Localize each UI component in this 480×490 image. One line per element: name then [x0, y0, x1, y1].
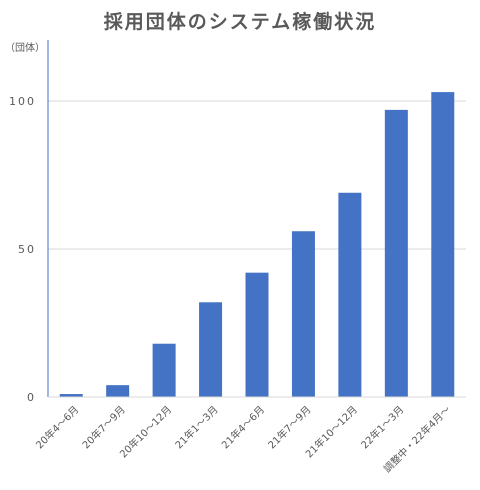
x-tick-label: 20年7〜9月: [79, 403, 127, 451]
y-tick-label: 0: [27, 391, 36, 404]
bars: [59, 92, 455, 398]
bar: [245, 272, 269, 397]
y-axis-label: （団体）: [5, 42, 45, 54]
y-tick-label: 50: [18, 243, 36, 256]
bar: [291, 231, 315, 397]
bar: [152, 343, 176, 397]
chart-title: 採用団体のシステム稼働状況: [104, 10, 376, 33]
x-tick-label: 20年4〜6月: [33, 403, 81, 451]
x-tick-label: 21年4〜6月: [219, 403, 267, 451]
bar: [199, 302, 223, 397]
y-tick-labels: 0 50 100: [9, 95, 36, 404]
x-tick-label: 21年7〜9月: [265, 403, 313, 451]
x-tick-label: 21年1〜3月: [172, 403, 220, 451]
bar: [338, 192, 362, 397]
bar: [59, 394, 83, 397]
bar: [431, 92, 455, 398]
bar: [106, 385, 130, 397]
y-tick-label: 100: [9, 95, 36, 108]
x-tick-label: 22年1〜3月: [358, 403, 406, 451]
axes: [47, 40, 466, 398]
bar: [384, 109, 408, 397]
